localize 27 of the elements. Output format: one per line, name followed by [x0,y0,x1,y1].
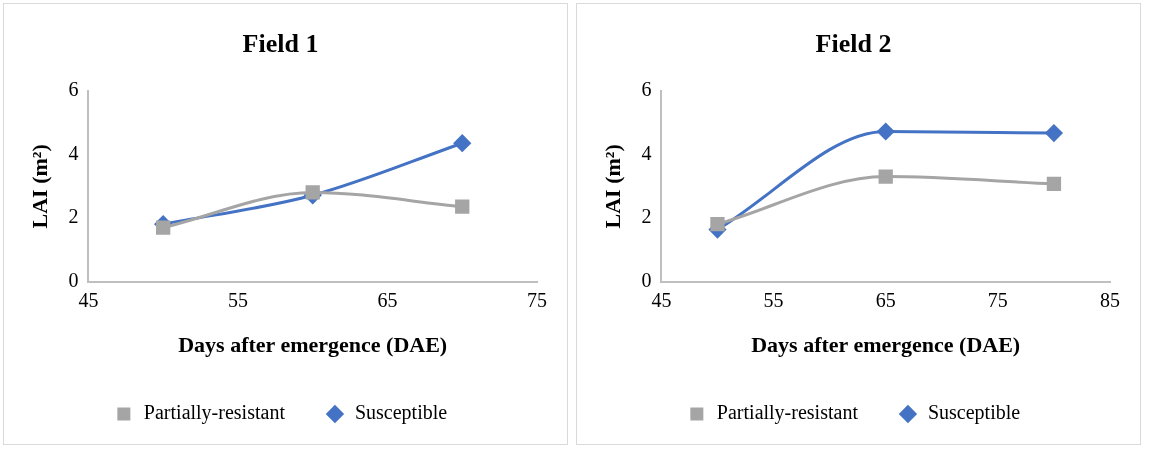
legend-label: Partially-resistant [143,401,286,425]
x-tick-label: 85 [1100,288,1120,311]
x-tick-label: 55 [763,288,784,311]
x-tick-label: 65 [377,288,398,311]
y-tick-label: 4 [68,141,79,164]
x-tick-label: 75 [987,288,1008,311]
x-axis-title: Days after emergence (DAE) [751,332,1021,358]
y-tick-label: 2 [68,205,79,228]
x-axis-title: Days after emergence (DAE) [178,332,448,358]
y-axis-title: LAI (m²) [26,144,52,229]
y-tick-label: 0 [68,268,79,291]
chart-title: Field 2 [815,29,892,59]
y-tick-label: 6 [68,78,79,101]
chart-title: Field 1 [242,29,319,59]
x-tick-label: 45 [651,288,672,311]
legend-label: Susceptible [354,401,448,425]
legend-label: Partially-resistant [716,401,859,425]
y-axis-title: LAI (m²) [599,144,625,229]
y-tick-label: 0 [641,268,652,291]
legend-label: Susceptible [927,401,1021,425]
y-tick-label: 4 [641,141,652,164]
x-tick-label: 45 [78,288,99,311]
x-tick-label: 55 [227,288,248,311]
y-tick-label: 6 [641,78,652,101]
x-tick-label: 75 [527,288,547,311]
y-tick-label: 2 [641,205,652,228]
x-tick-label: 65 [875,288,896,311]
